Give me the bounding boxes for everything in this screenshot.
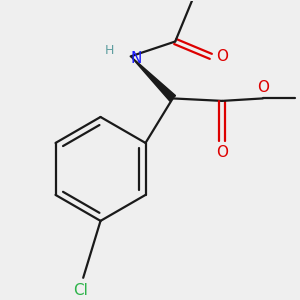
Text: Cl: Cl xyxy=(73,283,88,298)
Text: H: H xyxy=(105,44,115,57)
Text: N: N xyxy=(131,51,142,66)
Polygon shape xyxy=(131,56,176,101)
Text: O: O xyxy=(216,49,228,64)
Text: O: O xyxy=(257,80,269,95)
Text: O: O xyxy=(216,145,228,160)
